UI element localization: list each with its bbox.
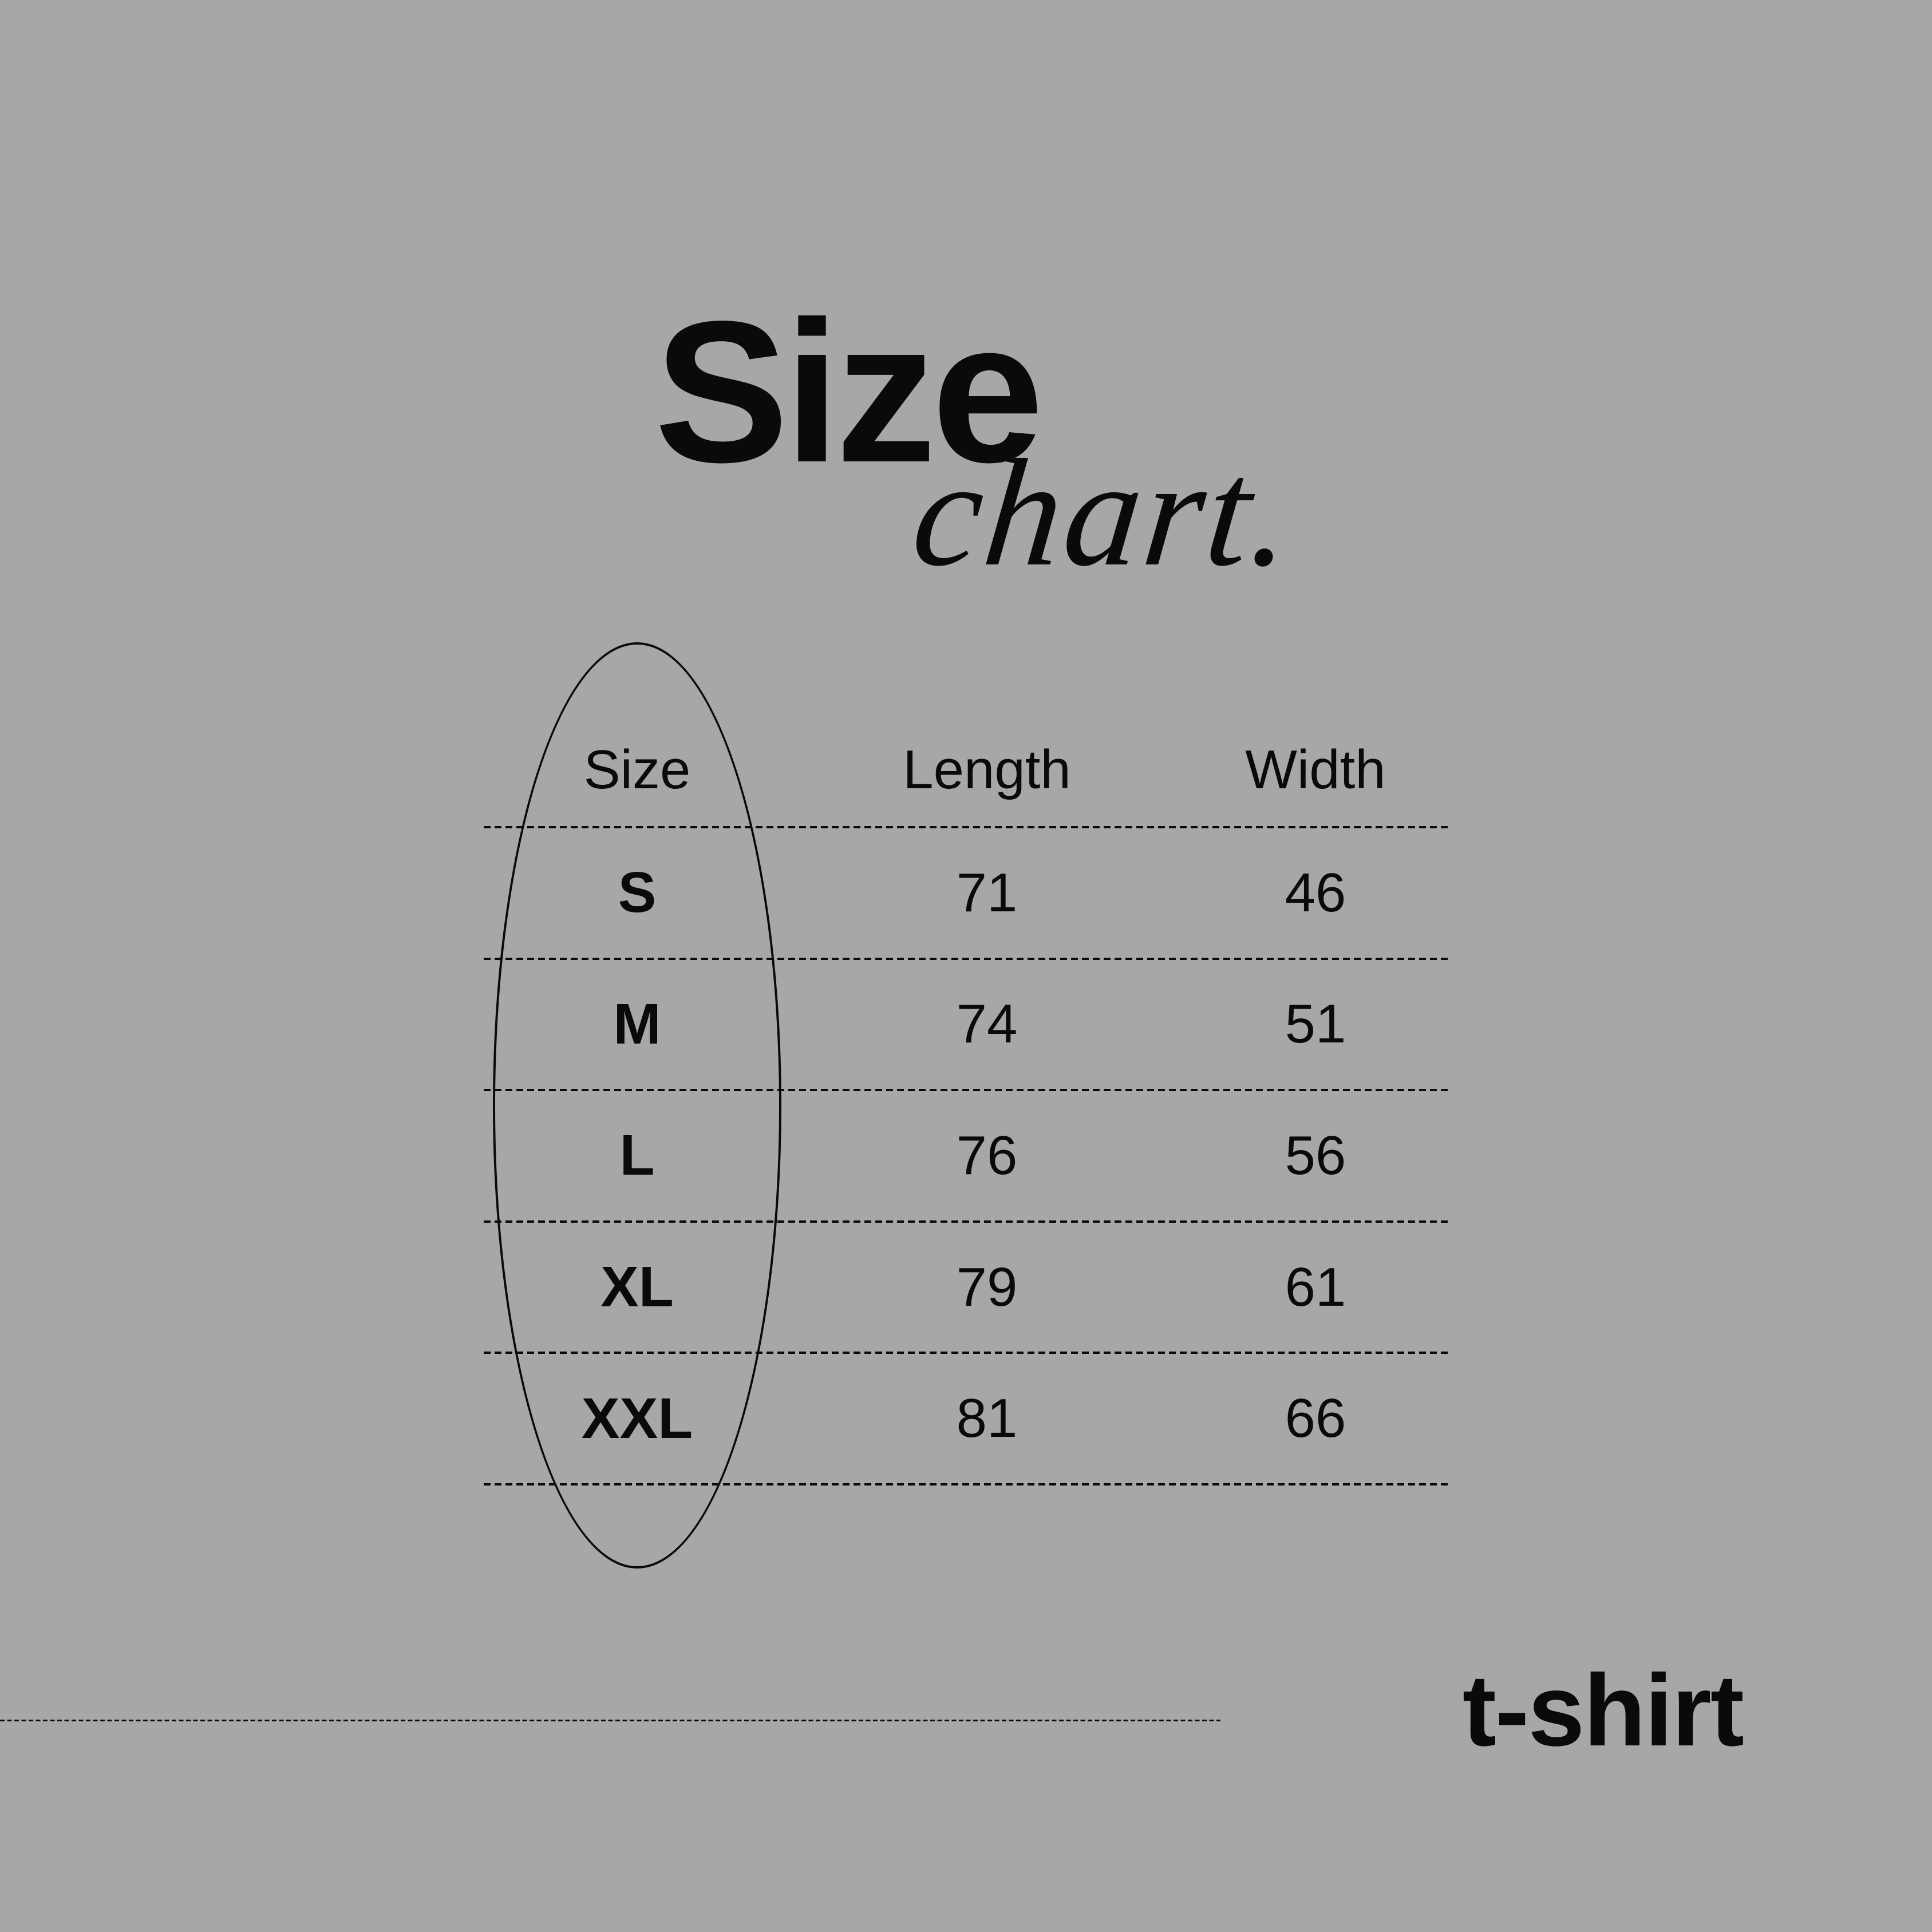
- table-row: XL 79 61: [484, 1222, 1448, 1354]
- row-width-value: 61: [1285, 1256, 1346, 1318]
- row-width-value: 51: [1285, 993, 1346, 1055]
- row-length-value: 74: [956, 993, 1018, 1055]
- poster-subtitle-script: chart.: [906, 428, 1303, 598]
- row-size-label: S: [618, 860, 657, 925]
- row-length-value: 76: [956, 1124, 1018, 1186]
- row-width-value: 56: [1285, 1124, 1346, 1186]
- row-width-value: 66: [1285, 1388, 1346, 1449]
- table-row: XXL 81 66: [484, 1353, 1448, 1485]
- row-width-value: 46: [1285, 862, 1346, 923]
- row-length-value: 81: [956, 1388, 1018, 1449]
- table-row: M 74 51: [484, 959, 1448, 1091]
- row-size-label: L: [619, 1123, 655, 1188]
- table-row: S 71 46: [484, 827, 1448, 960]
- row-size-label: XXL: [581, 1386, 693, 1451]
- garment-type-label: t-shirt: [1462, 1653, 1744, 1767]
- row-size-label: XL: [600, 1255, 674, 1319]
- header-width: Width: [1245, 739, 1386, 800]
- header-length: Length: [903, 739, 1071, 800]
- row-size-label: M: [613, 991, 661, 1056]
- header-size: Size: [583, 739, 691, 800]
- row-length-value: 79: [956, 1256, 1018, 1318]
- size-table: Size Length Width S 71 46 M 74 51 L 76 5…: [484, 713, 1448, 1485]
- size-column-highlight-ellipse: [493, 642, 781, 1568]
- table-row: L 76 56: [484, 1090, 1448, 1223]
- footer-divider-line: [0, 1720, 1220, 1721]
- table-header-row: Size Length Width: [484, 713, 1448, 828]
- row-length-value: 71: [956, 862, 1018, 923]
- poster-title: Size: [654, 279, 1044, 504]
